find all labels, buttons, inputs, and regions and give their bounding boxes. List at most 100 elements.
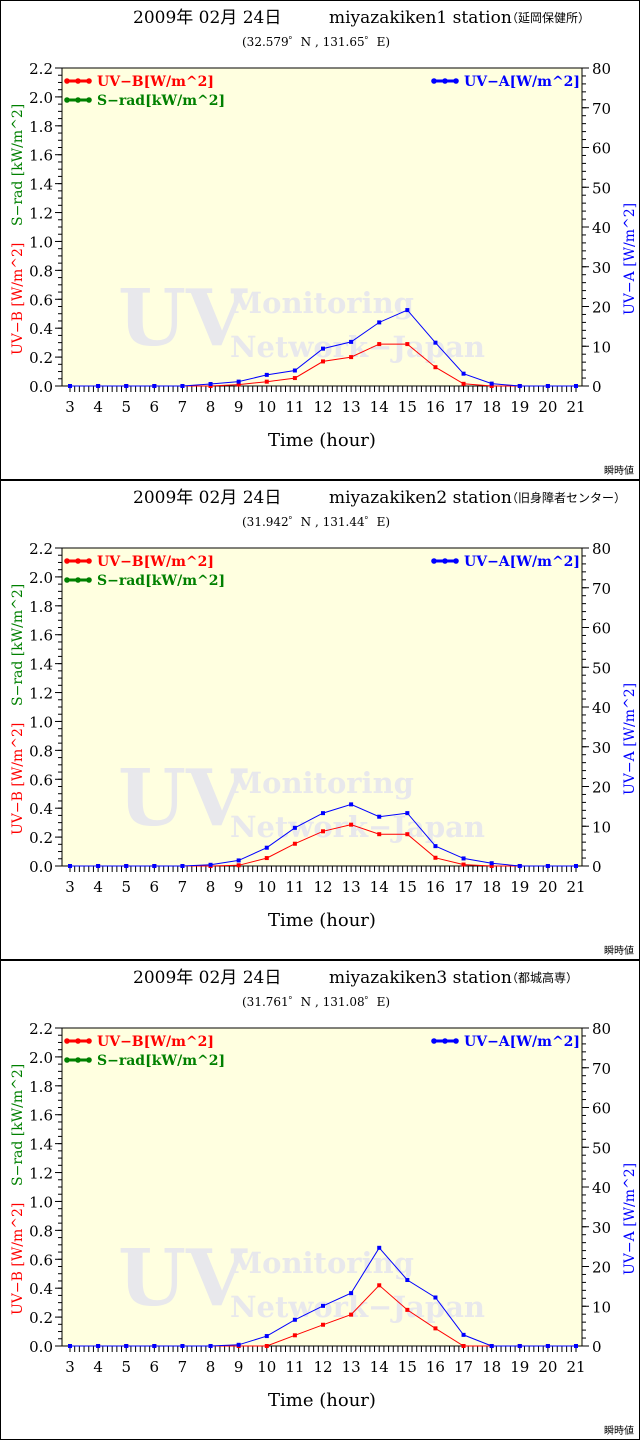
left-tick-label: 2.2 <box>29 1020 53 1038</box>
data-point-uv-a <box>517 384 522 388</box>
x-tick-label: 12 <box>313 398 332 416</box>
data-point-uv-a <box>236 1342 241 1347</box>
watermark-uv: UV <box>118 1233 248 1324</box>
data-point-uv-a <box>461 371 466 376</box>
data-point-uv-a <box>321 346 325 351</box>
data-point-uv-a <box>574 864 578 868</box>
x-tick-label: 11 <box>285 398 304 416</box>
x-tick-label: 20 <box>538 398 557 416</box>
chart-date: 2009年 02月 24日 <box>133 968 281 988</box>
data-point-uv-a <box>152 1344 157 1348</box>
data-point-uv-b <box>349 355 354 360</box>
y-axis-label-srad: S−rad [kW/m^2] <box>10 1064 26 1186</box>
x-tick-label: 9 <box>234 878 244 896</box>
data-point-uv-a <box>349 802 354 807</box>
legend-uva-marker <box>442 1038 448 1044</box>
x-tick-label: 18 <box>482 1358 501 1376</box>
station-name-jp: （旧身障者センター） <box>506 490 626 505</box>
legend-srad-marker <box>75 97 81 103</box>
legend-srad-label: S−rad[kW/m^2] <box>97 573 225 589</box>
data-point-uv-b <box>292 1333 297 1338</box>
left-tick-label: 2.2 <box>29 60 53 78</box>
legend-uva-label: UV−A[W/m^2] <box>464 74 580 90</box>
x-tick-label: 21 <box>566 1358 585 1376</box>
uv-chart-panel: 2009年 02月 24日 miyazakiken3 station （都城高専） (… <box>0 960 640 1440</box>
x-tick-label: 16 <box>426 398 445 416</box>
x-tick-label: 20 <box>538 878 557 896</box>
data-point-uv-b <box>377 832 382 837</box>
data-point-uv-a <box>68 864 72 868</box>
x-tick-label: 8 <box>206 878 216 896</box>
right-tick-label: 20 <box>592 779 611 797</box>
station-coords: (31.761゜N , 131.08゜E) <box>242 995 390 1009</box>
data-point-uv-a <box>405 308 410 313</box>
uv-chart: 2009年 02月 24日 miyazakiken3 station（都城高専） (… <box>10 968 638 1437</box>
x-tick-label: 8 <box>206 398 216 416</box>
data-point-uv-a <box>96 1344 101 1348</box>
data-point-uv-a <box>517 864 522 868</box>
right-tick-label: 40 <box>592 219 611 237</box>
x-tick-label: 5 <box>121 878 131 896</box>
x-tick-label: 14 <box>370 1358 389 1376</box>
data-point-uv-a <box>433 1295 438 1300</box>
y-axis-label-uva: UV−A [W/m^2] <box>622 203 638 315</box>
legend-uvb-marker <box>86 558 92 564</box>
x-tick-label: 9 <box>234 1358 244 1376</box>
y-axis-label-srad: S−rad [kW/m^2] <box>10 584 26 706</box>
data-point-uv-a <box>545 384 550 388</box>
legend-uva-marker <box>453 558 459 564</box>
x-tick-label: 7 <box>178 878 188 896</box>
instantaneous-value-note: 瞬時値 <box>604 1424 634 1437</box>
x-tick-label: 4 <box>93 878 103 896</box>
left-tick-label: 1.4 <box>29 656 53 674</box>
right-tick-label: 10 <box>592 338 611 356</box>
legend-srad-marker <box>64 577 70 583</box>
x-tick-label: 18 <box>482 878 501 896</box>
legend-uvb-marker <box>86 1038 92 1044</box>
left-tick-label: 1.4 <box>29 176 53 194</box>
data-point-uv-b <box>321 359 325 364</box>
right-tick-label: 80 <box>592 540 611 558</box>
data-point-uv-a <box>489 1344 494 1348</box>
data-point-uv-a <box>433 340 438 345</box>
x-tick-label: 16 <box>426 1358 445 1376</box>
station-coords: (31.942゜N , 131.44゜E) <box>242 515 390 529</box>
legend-srad-marker <box>86 577 92 583</box>
data-point-uv-a <box>180 1344 185 1348</box>
legend-uva-marker <box>431 78 437 84</box>
x-tick-label: 21 <box>566 398 585 416</box>
right-tick-label: 0 <box>592 858 602 876</box>
x-tick-label: 19 <box>510 398 529 416</box>
data-point-uv-b <box>405 1307 410 1312</box>
station-name: miyazakiken3 station <box>329 968 512 988</box>
legend-srad-marker <box>86 1057 92 1063</box>
right-tick-label: 70 <box>592 1060 611 1078</box>
legend-srad-marker <box>64 97 70 103</box>
watermark-network: Network−Japan <box>230 330 485 364</box>
station-name-jp: （延岡保健所） <box>506 11 590 25</box>
legend-uva-marker <box>431 558 437 564</box>
data-point-uv-a <box>574 1344 578 1348</box>
right-tick-label: 60 <box>592 1100 611 1118</box>
watermark-monitoring: Monitoring <box>230 286 414 320</box>
right-tick-label: 50 <box>592 1139 611 1157</box>
plot-area <box>61 67 583 387</box>
left-tick-label: 0.8 <box>29 262 53 280</box>
x-tick-label: 12 <box>313 878 332 896</box>
data-point-uv-b <box>489 864 494 868</box>
data-point-uv-a <box>208 862 213 867</box>
data-point-uv-a <box>405 1278 410 1283</box>
station-name-jp: （都城高専） <box>506 970 578 985</box>
x-tick-label: 5 <box>121 1358 131 1376</box>
data-point-uv-b <box>321 1322 325 1327</box>
data-point-uv-a <box>124 864 129 868</box>
left-tick-label: 0.2 <box>29 829 53 847</box>
watermark-uv: UV <box>118 753 248 844</box>
right-tick-label: 0 <box>592 1338 602 1356</box>
legend-uvb-label: UV−B[W/m^2] <box>97 554 214 570</box>
instantaneous-value-note: 瞬時値 <box>604 464 634 477</box>
data-point-uv-a <box>208 1344 213 1348</box>
data-point-uv-a <box>377 814 382 819</box>
x-axis-label: Time (hour) <box>268 910 376 931</box>
x-tick-label: 7 <box>178 1358 188 1376</box>
